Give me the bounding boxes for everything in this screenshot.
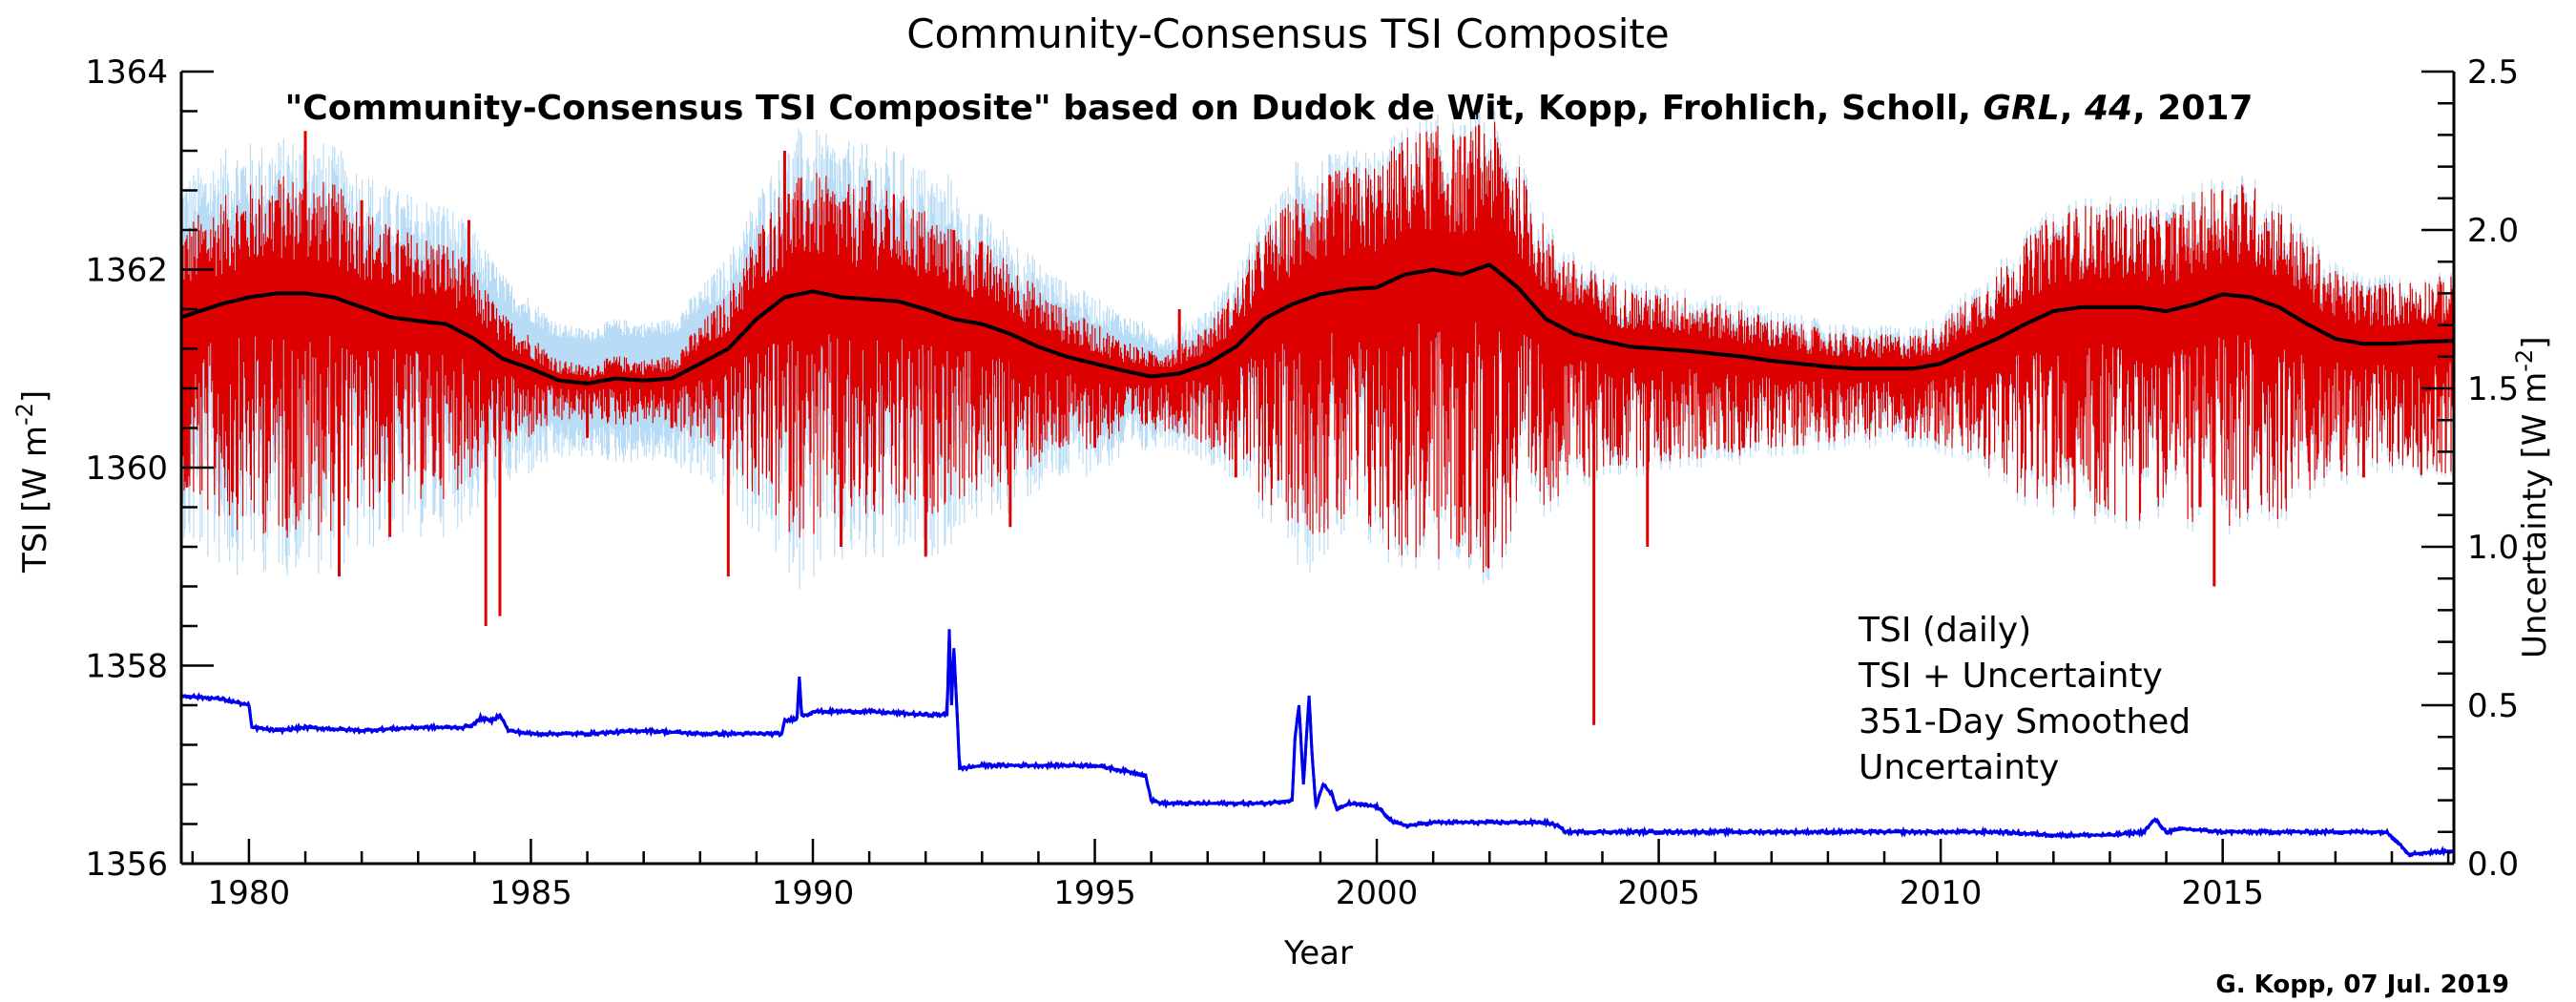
y2-tick-label: 0.0 — [2467, 845, 2519, 884]
x-tick-label: 2000 — [1336, 874, 1419, 912]
y2-axis-label-main: Uncertainty [W m — [2516, 372, 2554, 658]
smoothed-series — [180, 262, 2454, 386]
x-tick-label: 1995 — [1053, 874, 1136, 912]
y-tick-label: 1364 — [85, 53, 168, 92]
y2-axis-label-exp: -2 — [2511, 349, 2538, 372]
legend-entry-smoothed: 351-Day Smoothed — [1859, 702, 2191, 741]
y-axis-label-main: TSI [W m — [16, 426, 54, 574]
uncertainty-series — [179, 629, 2455, 858]
uncertainty-peaks-line — [180, 629, 2454, 856]
y2-tick-label: 1.0 — [2467, 529, 2519, 567]
smoothed-line — [180, 262, 2454, 386]
x-tick-label: 2005 — [1617, 874, 1700, 912]
y2-axis-label-close: ] — [2516, 337, 2554, 349]
subtitle-volume: 44 — [2084, 89, 2132, 128]
x-tick-label: 1980 — [208, 874, 291, 912]
chart-title: Community-Consensus TSI Composite — [906, 10, 1669, 57]
x-tick-label: 1990 — [772, 874, 855, 912]
x-axis-label: Year — [1283, 934, 1353, 972]
y-tick-label: 1362 — [85, 252, 168, 290]
x-tick-label: 2010 — [1900, 874, 1983, 912]
y2-axis-label: Uncertainty [W m-2] — [2511, 337, 2554, 658]
y-axis-label: TSI [W m-2] — [11, 390, 54, 574]
y2-tick-label: 1.5 — [2467, 370, 2519, 408]
y-tick-label: 1356 — [85, 845, 168, 884]
y2-tick-label: 2.5 — [2467, 53, 2519, 92]
y-axis-label-exp: -2 — [11, 403, 38, 426]
x-tick-label: 1985 — [489, 874, 572, 912]
y-tick-label: 1360 — [85, 449, 168, 488]
tsi-daily-series — [180, 121, 2455, 725]
legend: TSI (daily) TSI + Uncertainty 351-Day Sm… — [1858, 611, 2191, 787]
y2-tick-label: 2.0 — [2467, 212, 2519, 250]
legend-entry-tsi-uncertainty: TSI + Uncertainty — [1858, 657, 2163, 696]
subtitle-journal: GRL — [1984, 89, 2060, 128]
legend-entry-tsi-daily: TSI (daily) — [1858, 611, 2031, 650]
x-tick-label: 2015 — [2181, 874, 2264, 912]
y-tick-label: 1358 — [85, 648, 168, 686]
y-axis-label-close: ] — [16, 390, 54, 403]
subtitle-post: , 2017 — [2132, 89, 2253, 128]
chart-subtitle: "Community-Consensus TSI Composite" base… — [285, 89, 2254, 128]
subtitle-sep: , — [2060, 89, 2085, 128]
credit-text: G. Kopp, 07 Jul. 2019 — [2215, 971, 2509, 999]
legend-entry-uncertainty: Uncertainty — [1859, 748, 2059, 787]
subtitle-pre: "Community-Consensus TSI Composite" base… — [285, 89, 1984, 128]
axis-ticks: 1980 1985 1990 1995 2000 2005 2010 2015 1356 1358… — [85, 53, 2519, 912]
y2-tick-label: 0.5 — [2467, 687, 2519, 725]
